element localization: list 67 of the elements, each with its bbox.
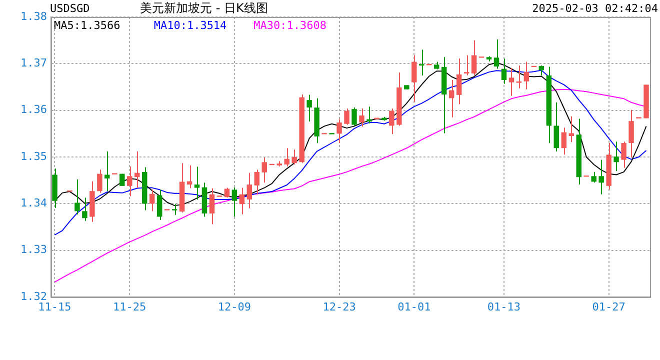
candlestick xyxy=(591,171,596,184)
candlestick xyxy=(284,148,290,167)
candlestick xyxy=(628,109,634,158)
x-tick-label: 11-15 xyxy=(38,300,72,314)
chart-title: 美元新加坡元 - 日K线图 xyxy=(140,1,268,16)
candlestick xyxy=(554,102,560,152)
candlestick xyxy=(516,65,522,89)
candlestick xyxy=(419,49,424,76)
candlestick xyxy=(614,141,619,172)
candlestick xyxy=(172,204,178,216)
text: 2025-02-03 02:42:04 xyxy=(532,2,658,15)
candlestick xyxy=(120,173,125,186)
x-tick-label: 11-25 xyxy=(113,300,146,314)
candlestick xyxy=(359,108,364,128)
y-tick-label: 1.33 xyxy=(20,243,47,256)
candlestick xyxy=(262,156,268,184)
candlestick xyxy=(134,150,140,188)
candlestick xyxy=(501,58,507,84)
candlestick xyxy=(352,107,357,126)
candlestick xyxy=(448,80,454,118)
candlestick xyxy=(389,108,394,135)
text: MA30:1.3608 xyxy=(254,18,327,32)
candlestick xyxy=(336,118,342,144)
text: MA10:1.3514 xyxy=(154,18,228,32)
candlestick xyxy=(74,178,80,215)
candlestick xyxy=(306,94,312,122)
candlestick xyxy=(246,172,252,209)
candlestick xyxy=(412,54,417,102)
candlestick xyxy=(292,149,297,165)
candlestick xyxy=(366,106,372,124)
candlestick xyxy=(149,189,155,212)
candlestick xyxy=(254,169,260,195)
candlestick xyxy=(471,40,477,76)
candlestick xyxy=(598,159,604,195)
x-tick-label: 12-23 xyxy=(322,300,356,314)
x-tick-label: 01-27 xyxy=(592,300,626,314)
candlestick xyxy=(127,166,132,197)
candlestick xyxy=(344,108,350,126)
x-tick-label: 12-09 xyxy=(218,300,252,314)
candlestick xyxy=(104,150,110,192)
candlestick xyxy=(209,188,215,225)
y-tick-label: 1.32 xyxy=(20,290,47,303)
candlestick xyxy=(232,186,238,218)
y-tick-label: 1.34 xyxy=(20,196,48,210)
chart-subtitle: USDSGD xyxy=(50,2,90,15)
y-tick-label: 1.38 xyxy=(20,10,47,23)
candlestick xyxy=(538,65,544,76)
candlestick xyxy=(524,61,530,90)
candlestick xyxy=(156,189,162,220)
candlestick xyxy=(561,127,567,156)
text: MA5:1.3566 xyxy=(54,18,120,32)
x-tick-label: 01-13 xyxy=(487,300,521,314)
y-tick-label: 1.37 xyxy=(20,56,47,70)
candlestick xyxy=(508,67,514,96)
candlestick xyxy=(82,197,88,222)
candlestick xyxy=(464,54,470,76)
candlestick xyxy=(494,38,500,70)
x-tick-label: 01-01 xyxy=(398,300,431,314)
candlestick xyxy=(568,116,574,143)
candlestick xyxy=(621,141,626,168)
candlestick xyxy=(97,169,102,194)
candlestick xyxy=(456,58,462,105)
candlestick xyxy=(194,166,200,200)
y-tick-label: 1.36 xyxy=(20,103,47,116)
candlestick xyxy=(239,187,245,215)
y-tick-label: 1.35 xyxy=(20,150,47,163)
candlestick xyxy=(224,187,230,198)
